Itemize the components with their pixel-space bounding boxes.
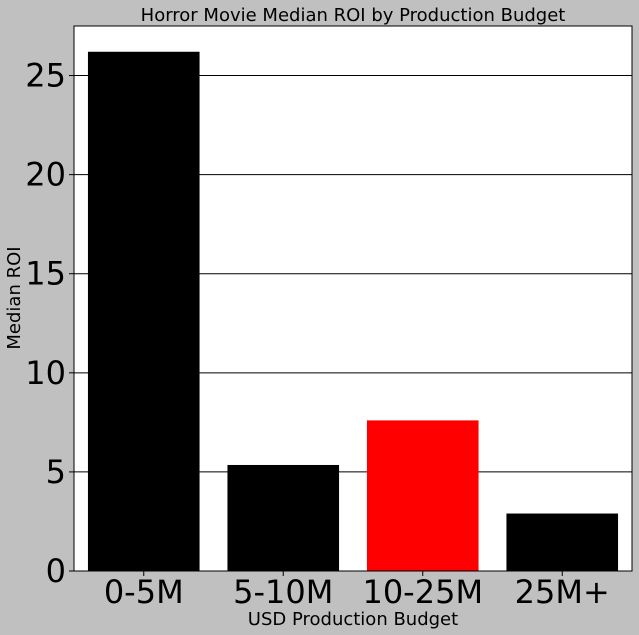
x-axis-label: USD Production Budget (248, 609, 458, 630)
x-ticks: 0-5M 5-10M 10-25M 25M+ (104, 571, 610, 611)
y-tick-label: 20 (25, 156, 66, 194)
plot-frame (73, 25, 633, 572)
y-tick-label: 15 (25, 255, 66, 293)
y-tick-label: 25 (25, 57, 66, 95)
y-axis-label: Median ROI (4, 246, 25, 349)
bar-10-25m (366, 420, 479, 571)
bar-5-10m (227, 464, 340, 571)
y-tick-label: 10 (25, 354, 66, 392)
chart-title: Horror Movie Median ROI by Production Bu… (141, 5, 566, 26)
x-tick-label: 0-5M (104, 573, 184, 611)
x-tick-label: 25M+ (515, 573, 610, 611)
y-ticks: 0 5 10 15 20 25 (25, 57, 74, 590)
y-tick-label: 0 (46, 552, 66, 590)
bar-25m (506, 513, 619, 571)
bars (87, 51, 619, 572)
x-tick-label: 10-25M (362, 573, 483, 611)
bar-0-5m (87, 51, 200, 572)
x-tick-label: 5-10M (233, 573, 333, 611)
y-tick-label: 5 (46, 453, 66, 491)
